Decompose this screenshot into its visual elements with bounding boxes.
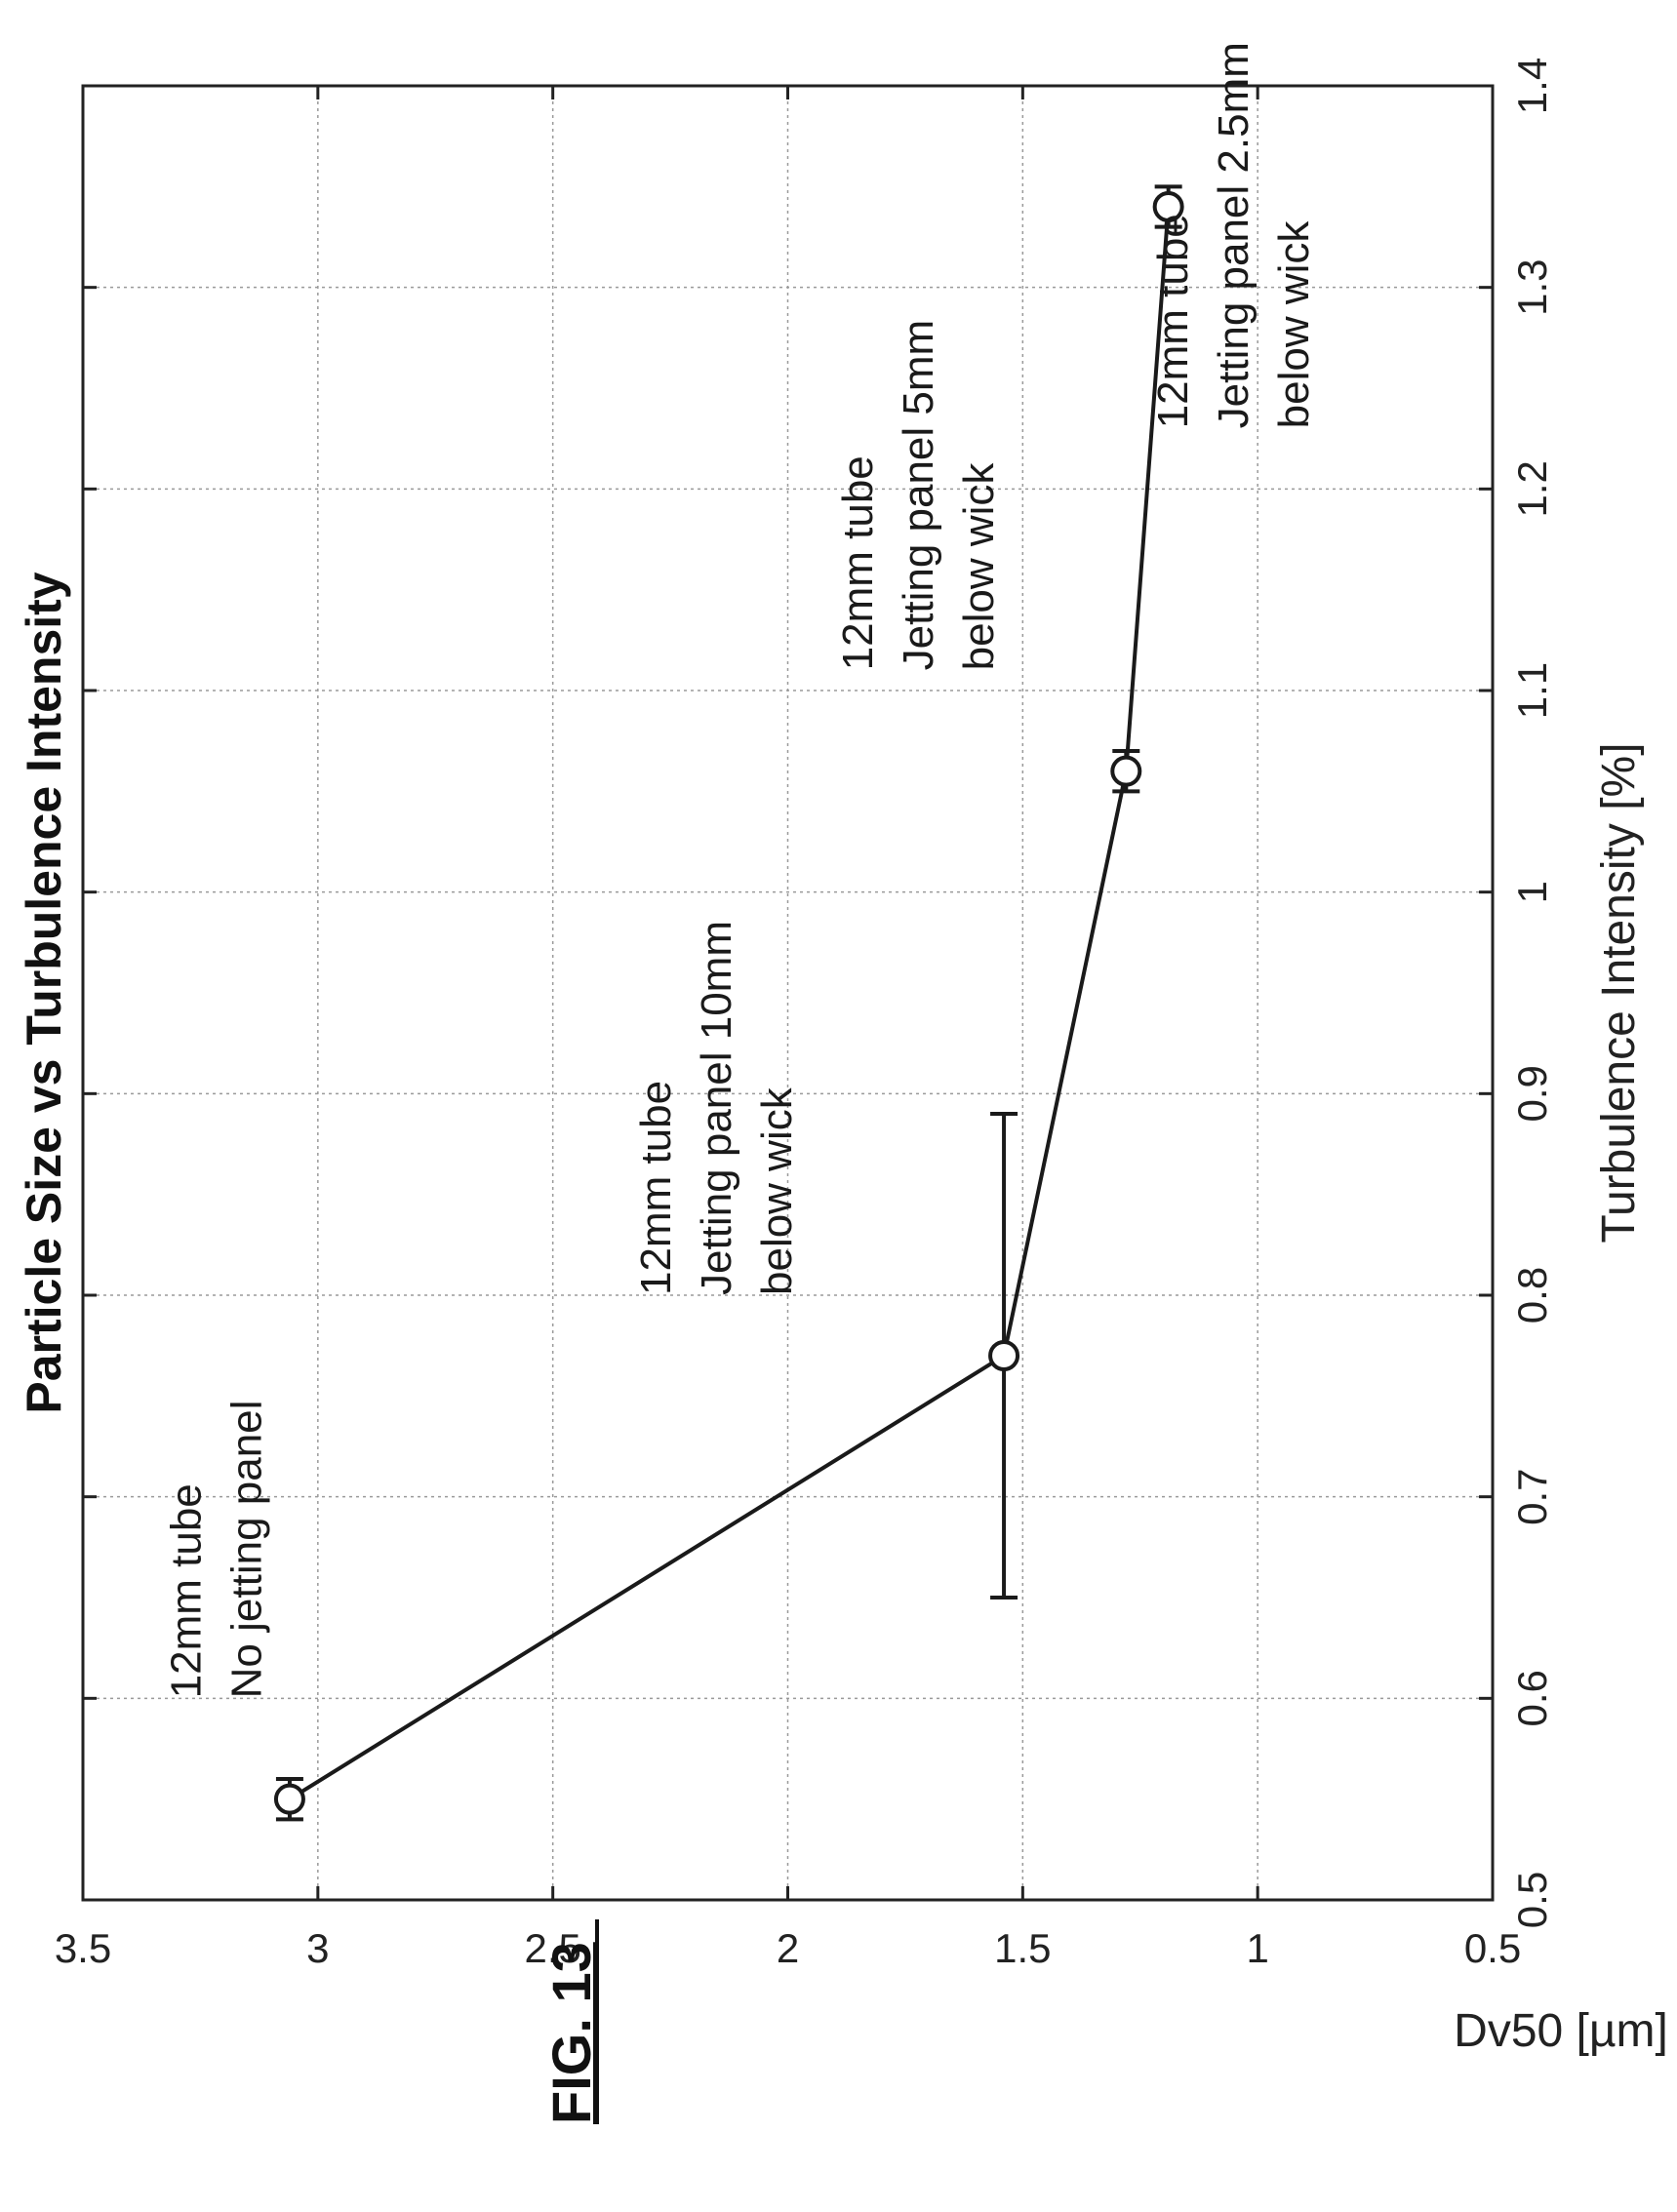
- y-tick-label: 1.5: [994, 1925, 1051, 1971]
- x-tick-label: 1: [1509, 881, 1555, 903]
- x-tick-label: 1.1: [1509, 662, 1555, 719]
- x-tick-label: 1.4: [1509, 58, 1555, 114]
- y-tick-label-group: 3: [306, 1925, 329, 1971]
- annotation-line: below wick: [955, 462, 1003, 671]
- data-series: [273, 184, 1184, 1822]
- x-tick-label: 0.7: [1509, 1468, 1555, 1524]
- series-line: [288, 206, 1171, 1801]
- annotation-line: below wick: [1270, 220, 1318, 429]
- y-tick-label: 3.5: [55, 1925, 111, 1971]
- x-axis-label: Turbulence Intensity [%]: [1593, 742, 1645, 1243]
- annotation-line: 12mm tube: [162, 1483, 210, 1698]
- annotation-line: No jetting panel: [222, 1401, 270, 1699]
- data-point-marker: [1152, 191, 1184, 222]
- annotation-label: 12mm tube Jetting panel 5mm below wick: [834, 320, 1003, 671]
- annotation-line: Jetting panel 10mm: [693, 921, 740, 1295]
- y-tick-label: 2: [777, 1925, 799, 1971]
- y-tick-label-group: 2: [777, 1925, 799, 1971]
- annotation-line: Jetting panel 5mm: [895, 320, 942, 671]
- x-tick-label: 1.2: [1509, 460, 1555, 517]
- y-tick-label-group: 1.5: [994, 1925, 1051, 1971]
- y-axis-ticks: 0.5 1 1.5 2 2.5 3 3.5: [55, 86, 1521, 1971]
- y-axis-label: Dv50 [µm]: [1454, 2005, 1668, 2057]
- annotation-label: 12mm tube Jetting panel 10mm below wick: [632, 921, 801, 1295]
- x-tick-label: 0.5: [1509, 1872, 1555, 1928]
- annotation-line: Jetting panel 2.5mm: [1210, 42, 1258, 428]
- chart-title: Particle Size vs Turbulence Intensity: [17, 572, 71, 1413]
- x-tick-label: 0.6: [1509, 1670, 1555, 1726]
- data-point-marker: [273, 1783, 305, 1815]
- x-tick-label: 0.9: [1509, 1065, 1555, 1122]
- y-tick-label: 3: [306, 1925, 329, 1971]
- annotation-label: 12mm tube No jetting panel: [162, 1401, 270, 1699]
- y-tick-label: 2.5: [524, 1925, 580, 1971]
- y-tick-label: 1: [1246, 1925, 1268, 1971]
- y-tick-label-group: 3.5: [55, 1925, 111, 1971]
- figure-label: FIG. 13: [540, 1942, 602, 2124]
- annotation-line: below wick: [753, 1086, 801, 1295]
- y-tick-label-group: 1: [1246, 1925, 1268, 1971]
- chart-rotated-group: 0.5 0.6 0.7 0.8 0.9 1 1.1 1.2 1.3 1.4 0.5 1 1.5 2 2.5…: [17, 42, 1668, 2124]
- y-tick-label-group: 0.5: [1464, 1925, 1521, 1971]
- data-point-marker: [988, 1340, 1020, 1371]
- annotation-line: 12mm tube: [834, 455, 882, 670]
- x-tick-label: 0.8: [1509, 1267, 1555, 1323]
- x-axis-ticks: 0.5 0.6 0.7 0.8 0.9 1 1.1 1.2 1.3 1.4: [83, 58, 1555, 1928]
- annotation-label: 12mm tube Jetting panel 2.5mm below wick: [1149, 42, 1318, 428]
- grid: [83, 86, 1493, 1900]
- y-tick-label: 0.5: [1464, 1925, 1521, 1971]
- x-tick-label: 1.3: [1509, 258, 1555, 315]
- annotation-line: 12mm tube: [632, 1081, 680, 1295]
- annotation-line: 12mm tube: [1149, 214, 1197, 428]
- data-point-marker: [1110, 755, 1142, 787]
- y-tick-label-group: 2.5: [524, 1925, 580, 1971]
